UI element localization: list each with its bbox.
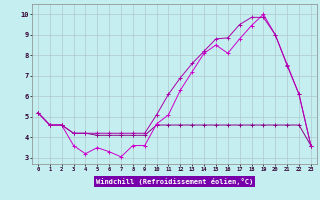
X-axis label: Windchill (Refroidissement éolien,°C): Windchill (Refroidissement éolien,°C) <box>96 178 253 185</box>
